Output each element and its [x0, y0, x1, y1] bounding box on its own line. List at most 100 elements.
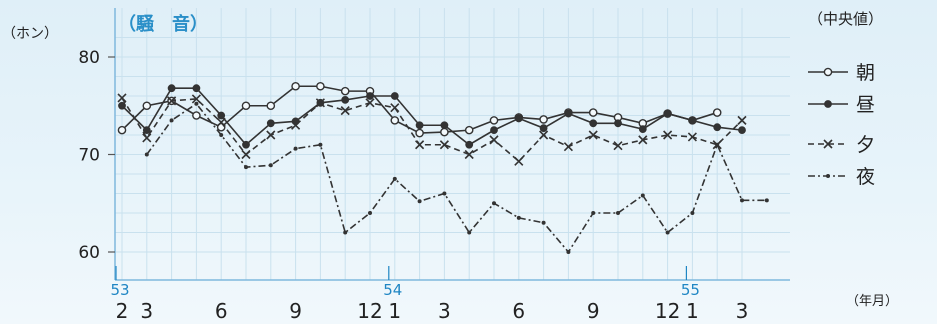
data-point	[266, 101, 276, 111]
x-tick-label: 1	[388, 299, 401, 323]
x-tick-label: 3	[438, 299, 451, 323]
x-tick-label: 6	[215, 299, 228, 323]
data-point	[191, 94, 201, 104]
data-point	[241, 101, 251, 111]
data-point	[588, 108, 598, 117]
data-point	[588, 130, 598, 140]
data-point	[340, 106, 350, 116]
data-point	[142, 126, 151, 135]
x-tick-label: 9	[587, 299, 600, 323]
year-mark-label: 54	[383, 281, 402, 299]
data-point	[539, 130, 549, 140]
data-point	[514, 114, 523, 123]
grid-lines	[115, 8, 790, 280]
data-point	[219, 133, 224, 137]
data-point	[589, 119, 598, 128]
data-point	[316, 81, 325, 91]
data-point	[142, 133, 152, 143]
data-point	[266, 130, 276, 140]
x-tick-label: 9	[289, 299, 302, 323]
data-point	[737, 115, 747, 125]
legend-marker	[823, 139, 833, 149]
data-point	[616, 211, 620, 215]
legend-label: 夕	[856, 134, 875, 156]
data-point	[192, 111, 201, 120]
y-tick-label: 60	[78, 243, 100, 263]
chart-title: （騒 音）	[118, 13, 208, 35]
data-point	[194, 101, 199, 106]
legend-marker	[824, 100, 832, 108]
data-point	[142, 101, 152, 111]
data-point	[144, 152, 149, 157]
data-point	[490, 126, 498, 135]
x-ticks: 2 3 6 9 12 1 3 6 9 12 1 3	[116, 299, 749, 323]
data-point	[764, 198, 769, 203]
data-point	[118, 101, 126, 110]
data-point	[712, 108, 722, 117]
data-point	[614, 119, 622, 128]
series-lines	[117, 81, 769, 254]
data-point	[688, 116, 697, 125]
year-mark-label: 53	[110, 281, 129, 299]
data-point	[440, 127, 449, 137]
data-point	[216, 117, 226, 127]
y-tick-label: 70	[78, 146, 100, 166]
series-2	[118, 84, 746, 149]
data-point	[390, 92, 399, 100]
data-point	[291, 120, 301, 130]
data-point	[564, 109, 573, 118]
data-point	[244, 165, 248, 170]
data-point	[390, 116, 400, 125]
legend-label: 昼	[856, 94, 875, 116]
data-point	[343, 230, 348, 235]
data-point	[266, 119, 275, 128]
data-point	[440, 121, 449, 130]
data-point	[738, 126, 746, 135]
data-point	[690, 211, 695, 215]
data-point	[740, 198, 744, 203]
x-tick-label: 3	[736, 299, 749, 323]
data-point	[415, 140, 425, 150]
data-point	[315, 98, 325, 108]
data-point	[539, 124, 548, 133]
data-point	[489, 135, 499, 145]
series-line	[146, 102, 767, 254]
data-point	[663, 109, 672, 118]
legend-label: 朝	[856, 62, 875, 84]
x-tick-label: 6	[512, 299, 525, 323]
x-tick-label: 1	[686, 299, 699, 323]
data-point	[365, 98, 375, 108]
data-point	[439, 140, 449, 150]
data-point	[514, 156, 524, 166]
year-mark-label: 55	[681, 281, 700, 299]
data-point	[516, 215, 521, 220]
data-point	[341, 96, 350, 104]
data-point	[442, 191, 447, 196]
series-line	[121, 87, 743, 146]
series-line	[121, 97, 743, 163]
data-point	[169, 118, 174, 123]
data-point	[318, 142, 323, 147]
data-point	[291, 81, 300, 91]
x-tick-label: 12	[357, 299, 382, 323]
data-point	[467, 230, 472, 235]
data-point	[368, 211, 372, 215]
data-point	[663, 130, 673, 140]
data-point	[715, 142, 720, 147]
data-point	[638, 135, 648, 145]
data-point	[591, 211, 596, 215]
data-point	[192, 84, 201, 93]
data-point	[117, 125, 127, 135]
data-point	[340, 86, 350, 96]
data-point	[713, 123, 722, 132]
series-4	[144, 101, 769, 254]
legend-marker	[823, 67, 833, 77]
data-point	[640, 193, 645, 198]
x-tick-label: 2	[116, 299, 129, 323]
data-point	[541, 220, 546, 225]
data-point	[539, 115, 548, 124]
legend-marker	[826, 174, 830, 178]
